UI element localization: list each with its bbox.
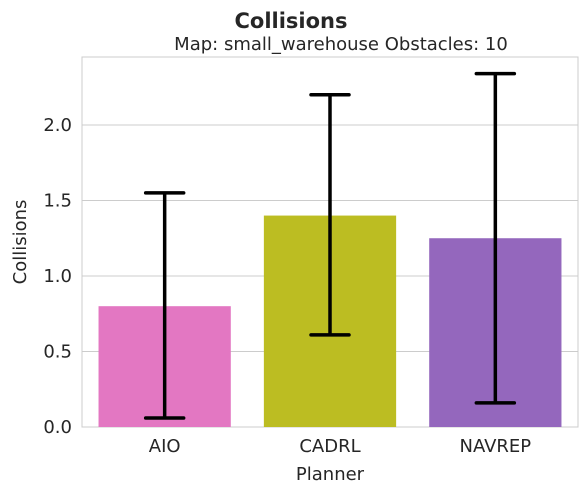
y-tick-label: 1.5 — [43, 190, 72, 211]
y-tick-label: 1.0 — [43, 266, 72, 287]
y-tick-label: 0.0 — [43, 417, 72, 438]
x-axis-label: Planner — [296, 464, 365, 485]
y-tick-label: 0.5 — [43, 341, 72, 362]
x-tick-label: NAVREP — [459, 436, 531, 457]
y-axis-label: Collisions — [10, 200, 31, 285]
y-axis-ticks: 0.0 0.5 1.0 1.5 2.0 — [43, 115, 72, 438]
x-tick-label: CADRL — [299, 436, 360, 457]
y-tick-label: 2.0 — [43, 115, 72, 136]
chart-subtitle: Map: small_warehouse Obstacles: 10 — [174, 34, 508, 55]
x-tick-label: AIO — [149, 436, 181, 457]
error-bars-group — [143, 71, 517, 420]
x-axis-ticks: AIO CADRL NAVREP — [149, 436, 532, 457]
chart-title: Collisions — [234, 9, 347, 33]
